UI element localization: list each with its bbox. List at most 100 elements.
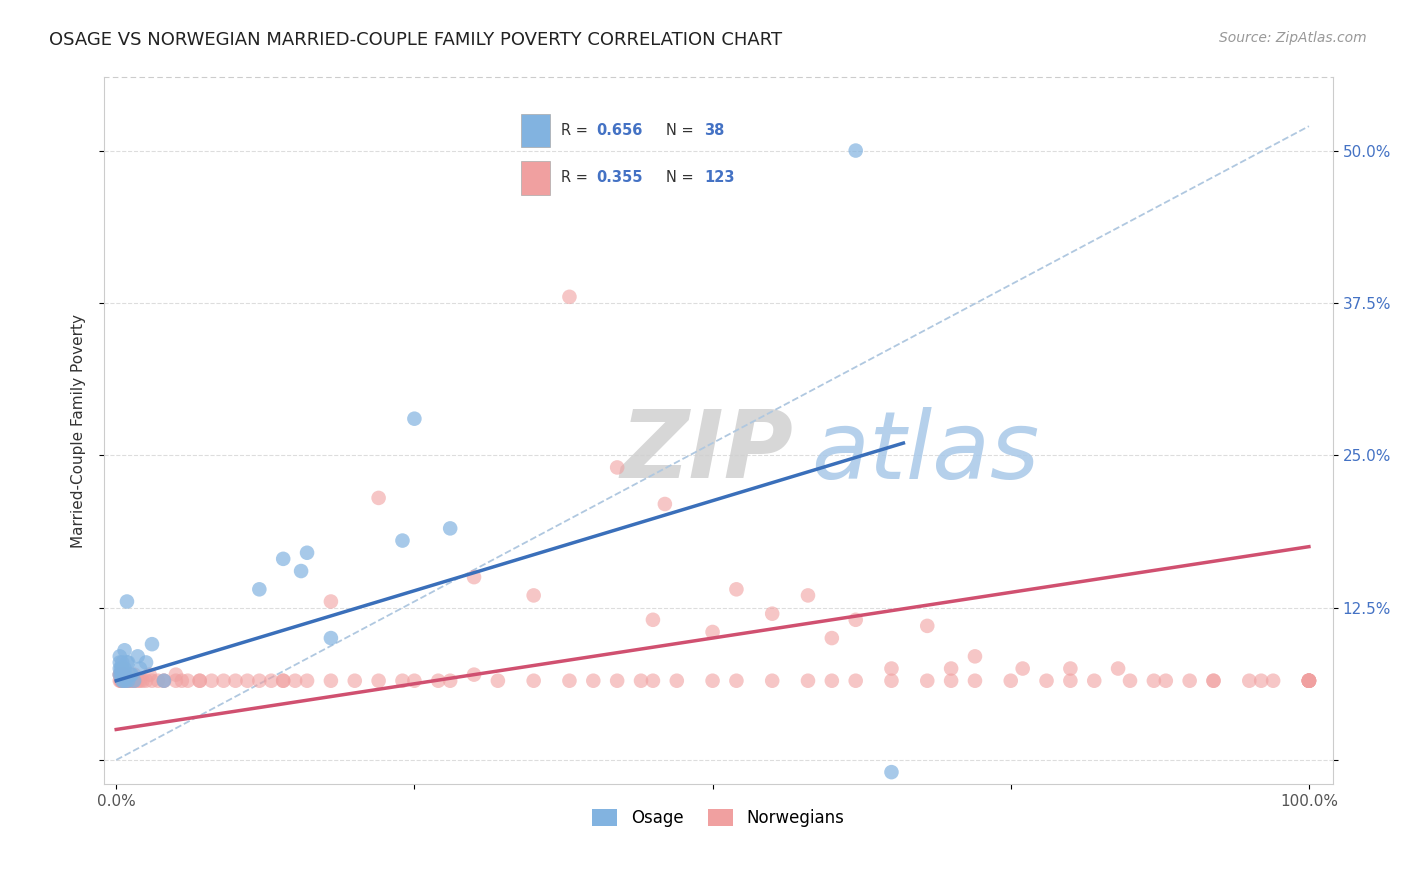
Point (111, 673, 134, 688)
Point (1000, 673, 1022, 688)
Point (247, 582, 270, 597)
Point (131, 673, 153, 688)
Point (153, 673, 176, 688)
Point (135, 673, 157, 688)
Point (117, 673, 139, 688)
Point (880, 661, 903, 675)
Point (761, 607, 783, 621)
Point (939, 673, 962, 688)
Point (108, 667, 131, 681)
Point (129, 673, 152, 688)
Point (108, 656, 131, 670)
Point (141, 673, 163, 688)
Point (1011, 661, 1033, 675)
Point (1202, 673, 1225, 688)
Point (111, 667, 134, 681)
Point (797, 673, 820, 688)
Point (127, 649, 149, 664)
Point (115, 656, 138, 670)
Point (114, 673, 136, 688)
Point (641, 673, 664, 688)
Point (120, 673, 142, 688)
Point (1298, 673, 1320, 688)
Point (1083, 673, 1105, 688)
Point (110, 667, 132, 681)
Point (295, 673, 318, 688)
Point (391, 673, 413, 688)
Point (630, 673, 652, 688)
Point (111, 661, 134, 675)
Point (111, 673, 134, 688)
Point (761, 673, 783, 688)
Point (1250, 673, 1272, 688)
Point (122, 667, 145, 681)
Point (582, 673, 605, 688)
Point (606, 460, 628, 475)
Point (108, 661, 131, 675)
Point (117, 673, 139, 688)
Point (963, 649, 986, 664)
Point (1107, 661, 1129, 675)
Point (247, 673, 270, 688)
Point (111, 673, 134, 688)
Point (367, 491, 389, 505)
Point (1298, 673, 1320, 688)
Point (427, 673, 450, 688)
Point (177, 673, 200, 688)
Point (665, 673, 688, 688)
Point (880, 765, 903, 780)
Point (1263, 673, 1285, 688)
Legend: Osage, Norwegians: Osage, Norwegians (586, 802, 851, 834)
Point (1298, 673, 1320, 688)
Point (367, 673, 389, 688)
Point (111, 673, 134, 688)
Point (112, 667, 135, 681)
Point (120, 667, 142, 681)
Point (725, 673, 748, 688)
Point (114, 661, 136, 675)
Point (260, 673, 283, 688)
Point (523, 589, 546, 603)
Point (391, 533, 413, 548)
Point (641, 613, 664, 627)
Point (271, 673, 294, 688)
Point (108, 667, 131, 681)
Point (463, 667, 485, 681)
Point (120, 673, 142, 688)
Point (1298, 673, 1320, 688)
Point (115, 594, 138, 608)
Point (845, 673, 868, 688)
Point (1298, 673, 1320, 688)
Point (845, 144, 868, 158)
Point (963, 673, 986, 688)
Point (146, 673, 169, 688)
Text: Source: ZipAtlas.com: Source: ZipAtlas.com (1219, 31, 1367, 45)
Point (135, 656, 157, 670)
Point (319, 673, 342, 688)
Point (108, 673, 131, 688)
Point (110, 667, 132, 681)
Point (295, 546, 318, 560)
Point (797, 589, 820, 603)
Point (111, 656, 134, 670)
Point (122, 673, 145, 688)
Point (1202, 673, 1225, 688)
Y-axis label: Married-Couple Family Poverty: Married-Couple Family Poverty (72, 314, 86, 548)
Point (138, 667, 160, 681)
Point (1035, 673, 1057, 688)
Point (111, 667, 134, 681)
Point (108, 667, 131, 681)
Point (1119, 673, 1142, 688)
Point (404, 673, 426, 688)
Point (236, 673, 259, 688)
Point (124, 673, 146, 688)
Point (1298, 673, 1320, 688)
Point (1059, 661, 1081, 675)
Point (702, 624, 724, 639)
Point (121, 673, 143, 688)
Point (129, 661, 152, 675)
Point (224, 673, 246, 688)
Point (122, 673, 145, 688)
Point (153, 673, 176, 688)
Point (404, 411, 426, 425)
